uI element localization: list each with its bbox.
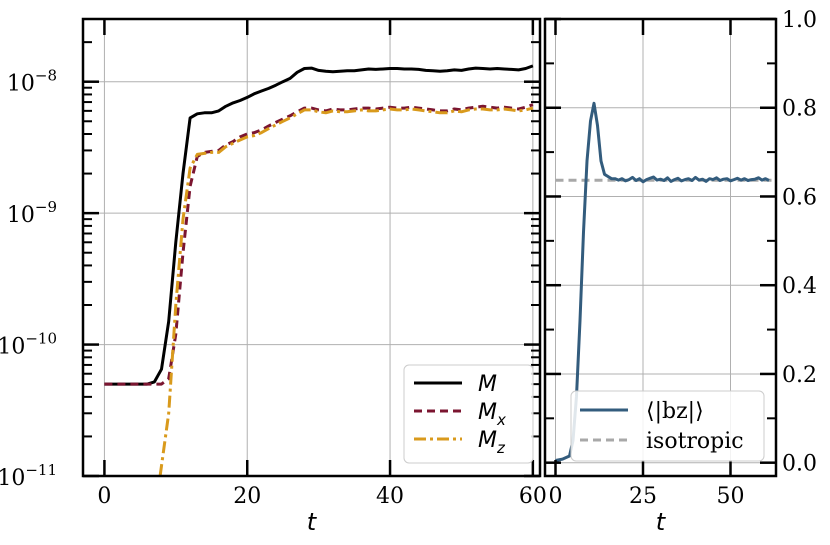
y-tick-label: 0.8 (782, 97, 817, 122)
series-line-bz-average (555, 101, 770, 462)
x-tick-label: 0 (549, 484, 563, 509)
x-tick-label: 25 (629, 484, 657, 509)
x-tick-label: 0 (97, 484, 111, 509)
x-tick-label: 50 (717, 484, 745, 509)
right-panel-bz-average-plot: 0.0 0.2 0.4 0.6 0.8 1.0 0 25 50 t ⟨|bz|⟩ isotropic (543, 8, 817, 536)
axes-frame (543, 17, 778, 478)
series-line-m (104, 64, 534, 386)
legend-label: M (478, 372, 497, 397)
x-axis-label: t (307, 508, 318, 536)
y-tick-label: 0.6 (782, 185, 817, 210)
legend-label: Mz (478, 428, 506, 457)
y-tick-label: 0.0 (782, 452, 817, 477)
series-group (555, 101, 776, 462)
y-tick-label: 0.4 (782, 274, 817, 299)
series-line-m-z (158, 106, 534, 476)
legend-label: Mx (478, 400, 506, 429)
y-tick-label: 10−8 (7, 67, 57, 97)
y-tick-label: 0.2 (782, 363, 817, 388)
x-tick-label: 60 (519, 484, 547, 509)
y-tick-label: 10−9 (7, 198, 57, 228)
x-tick-label: 20 (233, 484, 261, 509)
legend-label: ⟨|bz|⟩ (646, 399, 704, 424)
x-tick-label: 40 (376, 484, 404, 509)
series-line-m-x (104, 103, 534, 386)
y-tick-label: 1.0 (782, 8, 817, 33)
axes-frame (81, 17, 542, 478)
legend: ⟨|bz|⟩ isotropic (570, 390, 765, 462)
legend-label: isotropic (646, 429, 744, 454)
x-axis-label: t (656, 508, 667, 536)
series-group (104, 64, 534, 476)
y-tick-label: 10−10 (0, 330, 57, 360)
y-tick-label: 10−11 (0, 461, 57, 491)
legend-box (403, 364, 534, 464)
